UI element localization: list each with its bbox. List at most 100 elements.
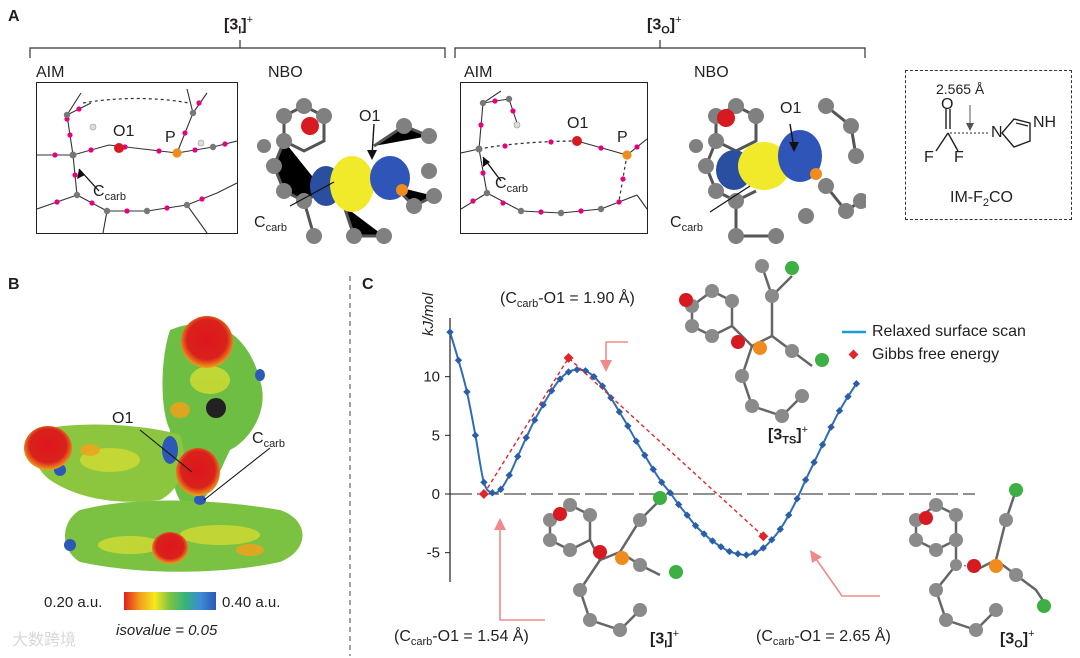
aim-ccarb-label: Ccarb <box>93 183 126 204</box>
aim-o1-atom-3o <box>572 136 582 146</box>
scan-point <box>454 356 463 364</box>
scan-point <box>564 368 573 376</box>
nbo-o1-label-3o: O1 <box>780 100 802 117</box>
scan-point <box>776 525 784 533</box>
scan-point <box>793 495 801 503</box>
i-molecule <box>543 491 683 637</box>
aim-graph-3o <box>461 90 647 217</box>
panel-divider <box>349 276 351 656</box>
nbo-o1-label-3i: O1 <box>359 108 381 125</box>
i-bond-label: (Ccarb-O1 = 1.54 Å) <box>394 628 529 649</box>
scan-point <box>463 388 471 396</box>
scan-point <box>810 458 818 466</box>
im-distance-label: 2.565 Å <box>936 81 985 97</box>
esp-ccarb-label: Ccarb <box>252 430 285 451</box>
y-tick-label: 5 <box>432 427 440 444</box>
legend-gibbs: Gibbs free energy <box>872 346 1000 363</box>
o-molecule <box>909 483 1051 637</box>
scan-point <box>446 328 454 336</box>
im-f-left-label: F <box>924 149 934 166</box>
o-bond-label: (Ccarb-O1 = 2.65 Å) <box>756 628 891 649</box>
aim-ccarb-label-3o: Ccarb <box>495 175 528 196</box>
scan-point <box>531 416 539 424</box>
scan-point <box>666 489 674 497</box>
group-label-3o: [3O]+ <box>647 14 682 37</box>
scan-point <box>674 500 683 509</box>
scan-point <box>514 452 522 461</box>
esp-scale-max: 0.40 a.u. <box>222 594 281 611</box>
scan-point <box>624 422 632 430</box>
scan-point <box>683 511 691 519</box>
aim-label-right: AIM <box>464 64 493 81</box>
nbo-label-left: NBO <box>268 64 303 81</box>
nbo-molecule-3i <box>257 98 442 244</box>
im-f-right-label: F <box>954 149 964 166</box>
scan-point <box>649 465 657 474</box>
im-nh-label: NH <box>1033 114 1057 131</box>
scan-point <box>801 476 810 484</box>
aim-panel-3o: O1 P Ccarb <box>460 82 648 234</box>
aim-label-left: AIM <box>36 64 65 81</box>
gibbs-point <box>478 489 489 499</box>
scan-point <box>818 441 827 449</box>
aim-p-atom <box>172 148 182 158</box>
ts-bond-label: (Ccarb-O1 = 1.90 Å) <box>500 290 635 311</box>
scan-point <box>768 536 776 544</box>
legend-diamond-swatch <box>848 349 859 360</box>
ts-molecule <box>679 259 829 423</box>
scan-point <box>725 547 734 556</box>
group-label-3i: [3I]+ <box>224 14 254 37</box>
scan-point <box>488 489 497 497</box>
aim-graph-3i <box>37 88 237 233</box>
scan-point <box>471 431 480 440</box>
scan-point <box>632 437 640 445</box>
scan-point <box>708 537 717 545</box>
gibbs-line <box>483 356 764 537</box>
scan-point <box>835 407 844 415</box>
gibbs-series <box>478 352 769 542</box>
scan-point <box>547 387 556 395</box>
scan-point <box>556 375 564 383</box>
panel-c-label: C <box>362 276 374 293</box>
aim-o1-label-3o: O1 <box>567 115 589 132</box>
scan-point <box>607 394 615 402</box>
scan-point <box>785 511 793 519</box>
scan-point <box>742 551 751 559</box>
scan-point <box>615 408 624 416</box>
scan-point <box>852 380 861 388</box>
im-f2co-box: 2.565 Å O F F N NH IM-F2CO <box>905 70 1072 220</box>
aim-p-label-3o: P <box>617 129 628 146</box>
legend-scan: Relaxed surface scan <box>872 323 1026 340</box>
im-n-label: N <box>991 124 1003 141</box>
esp-surface <box>24 316 303 572</box>
gibbs-point <box>563 352 574 363</box>
im-f2co-name: IM-F2CO <box>950 189 1013 210</box>
scan-point <box>505 471 513 479</box>
scan-point <box>581 367 590 375</box>
scan-point <box>522 434 530 442</box>
nbo-molecule-3o <box>689 98 866 244</box>
scan-point <box>700 530 708 538</box>
scan-point <box>590 372 598 381</box>
nbo-label-right: NBO <box>694 64 729 81</box>
y-tick-label: 0 <box>432 486 440 503</box>
scan-point <box>759 544 767 552</box>
scan-point <box>827 423 835 431</box>
ts-structure-name: [3TS]+ <box>768 424 809 447</box>
aim-p-atom-3o <box>622 150 632 160</box>
scan-point <box>658 478 666 486</box>
esp-scale-min: 0.20 a.u. <box>44 594 103 611</box>
scan-point <box>573 365 581 374</box>
y-tick-label: 10 <box>423 369 440 386</box>
scan-point <box>751 548 759 557</box>
scan-point <box>717 543 725 551</box>
aim-p-label: P <box>165 129 176 146</box>
scan-point <box>691 522 700 530</box>
scan-point <box>641 451 649 459</box>
aim-o1-label: O1 <box>113 123 135 140</box>
nbo-ccarb-label-3i: Ccarb <box>254 214 287 235</box>
aim-panel-3i: O1 P Ccarb <box>36 82 238 234</box>
esp-isovalue: isovalue = 0.05 <box>116 622 218 639</box>
